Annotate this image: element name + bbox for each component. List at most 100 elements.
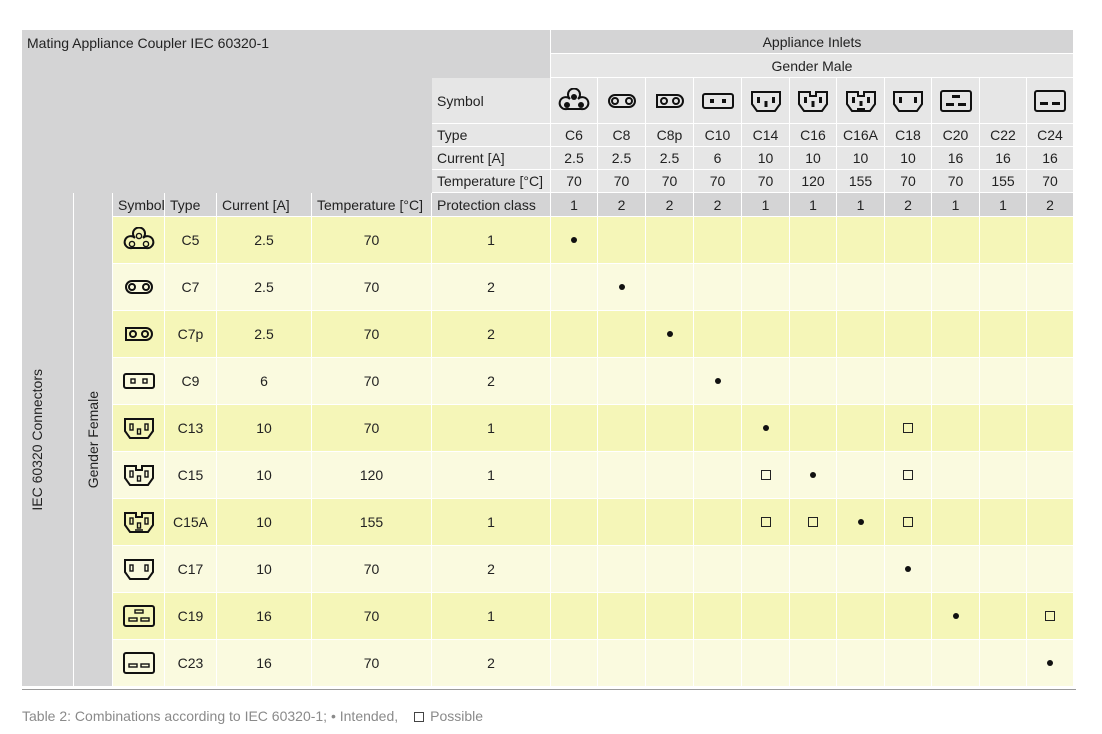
combo-c15-c16a [837,452,885,499]
inlet-temperature-c22: 155 [980,170,1027,193]
combo-c17-c24 [1027,546,1074,593]
combo-c23-c8p [646,640,694,687]
combo-c9-c16a [837,358,885,405]
possible-square-icon [760,470,771,480]
combo-c15-c18 [885,452,932,499]
combo-c5-c20 [932,217,980,264]
connector-temperature-c23: 70 [312,640,432,687]
connector-current-c15a: 10 [217,499,312,546]
connector-symbol-c15a [113,499,165,546]
combo-c7-c16 [790,264,837,311]
combo-c15a-c14 [742,499,790,546]
c13-3hole-icon [123,418,154,439]
figure8-icon [124,280,153,294]
combo-c23-c8 [598,640,646,687]
inlet-current-c18: 10 [885,147,932,170]
combo-c19-c16 [790,593,837,640]
combo-c9-c10 [694,358,742,405]
inlet-current-c8p: 2.5 [646,147,694,170]
inlet-symbol-c24 [1027,78,1074,124]
inlet-temperature-c8p: 70 [646,170,694,193]
inlet-current-c16a: 10 [837,147,885,170]
left-header-temperature: Temperature [°C] [312,193,432,217]
combo-c7-c24 [1027,264,1074,311]
connector-type-c7: C7 [165,264,217,311]
rect-2hole-icon [122,373,155,389]
table-bottom-rule [22,689,1076,690]
c18-2pin-icon [893,90,923,112]
inlet-type-c6: C6 [551,124,598,147]
appliance-inlets-title: Appliance Inlets [551,30,1074,54]
c19-3hole-icon [122,605,155,627]
connector-temperature-c19: 70 [312,593,432,640]
intended-dot-icon [905,566,911,572]
inlet-type-c22: C22 [980,124,1027,147]
side-label-gender-female: Gender Female [74,193,113,687]
combo-c13-c10 [694,405,742,452]
connector-protection-c17: 2 [432,546,551,593]
c15a-3hole-notched-icon [123,512,154,533]
combo-c7p-c8p [646,311,694,358]
inlet-protection-c8: 2 [598,193,646,217]
side-label-gender-female-text: Gender Female [84,390,101,489]
combo-c13-c18 [885,405,932,452]
combo-c17-c8 [598,546,646,593]
combo-c15-c8 [598,452,646,499]
combo-c19-c22 [980,593,1027,640]
inlet-symbol-c10 [694,78,742,124]
inlet-temperature-c24: 70 [1027,170,1074,193]
combo-c7p-c18 [885,311,932,358]
combo-c17-c20 [932,546,980,593]
inlet-current-c14: 10 [742,147,790,170]
connector-current-c7p: 2.5 [217,311,312,358]
inlet-protection-c16: 1 [790,193,837,217]
combo-c13-c22 [980,405,1027,452]
combo-c13-c20 [932,405,980,452]
combo-c15a-c6 [551,499,598,546]
inlet-current-c16: 10 [790,147,837,170]
combo-c9-c18 [885,358,932,405]
combo-c23-c16a [837,640,885,687]
inlet-type-c8: C8 [598,124,646,147]
combo-c5-c8p [646,217,694,264]
inlet-current-c20: 16 [932,147,980,170]
connector-protection-c15a: 1 [432,499,551,546]
side-label-iec-connectors-text: IEC 60320 Connectors [28,368,45,511]
combo-c7p-c8 [598,311,646,358]
connector-current-c7: 2.5 [217,264,312,311]
left-header-current: Current [A] [217,193,312,217]
connector-temperature-c5: 70 [312,217,432,264]
inlet-type-c16: C16 [790,124,837,147]
figure8-polarized-icon [124,327,153,341]
combo-c7-c18 [885,264,932,311]
connector-current-c15: 10 [217,452,312,499]
combo-c15a-c8p [646,499,694,546]
combo-c15a-c8 [598,499,646,546]
connector-symbol-c7 [113,264,165,311]
c17-2hole-icon [123,559,154,580]
combo-c15-c10 [694,452,742,499]
connector-temperature-c9: 70 [312,358,432,405]
combo-c7p-c16 [790,311,837,358]
intended-dot-icon [618,284,625,290]
connector-temperature-c15: 120 [312,452,432,499]
c20-3pin-icon [939,89,972,112]
combo-c7-c16a [837,264,885,311]
inlet-temperature-c14: 70 [742,170,790,193]
inlet-type-c24: C24 [1027,124,1074,147]
inlet-symbol-c20 [932,78,980,124]
connector-current-c13: 10 [217,405,312,452]
connector-symbol-c23 [113,640,165,687]
c16-3pin-notched-icon [798,90,828,112]
combo-c23-c20 [932,640,980,687]
inlet-temperature-c18: 70 [885,170,932,193]
intended-dot-icon [571,237,577,243]
gender-male-label: Gender Male [551,54,1074,78]
combo-c15a-c10 [694,499,742,546]
figure8-polarized-icon [655,93,684,108]
combo-c19-c16a [837,593,885,640]
combo-c15-c8p [646,452,694,499]
combo-c7-c20 [932,264,980,311]
inlet-type-c14: C14 [742,124,790,147]
left-header-type: Type [165,193,217,217]
